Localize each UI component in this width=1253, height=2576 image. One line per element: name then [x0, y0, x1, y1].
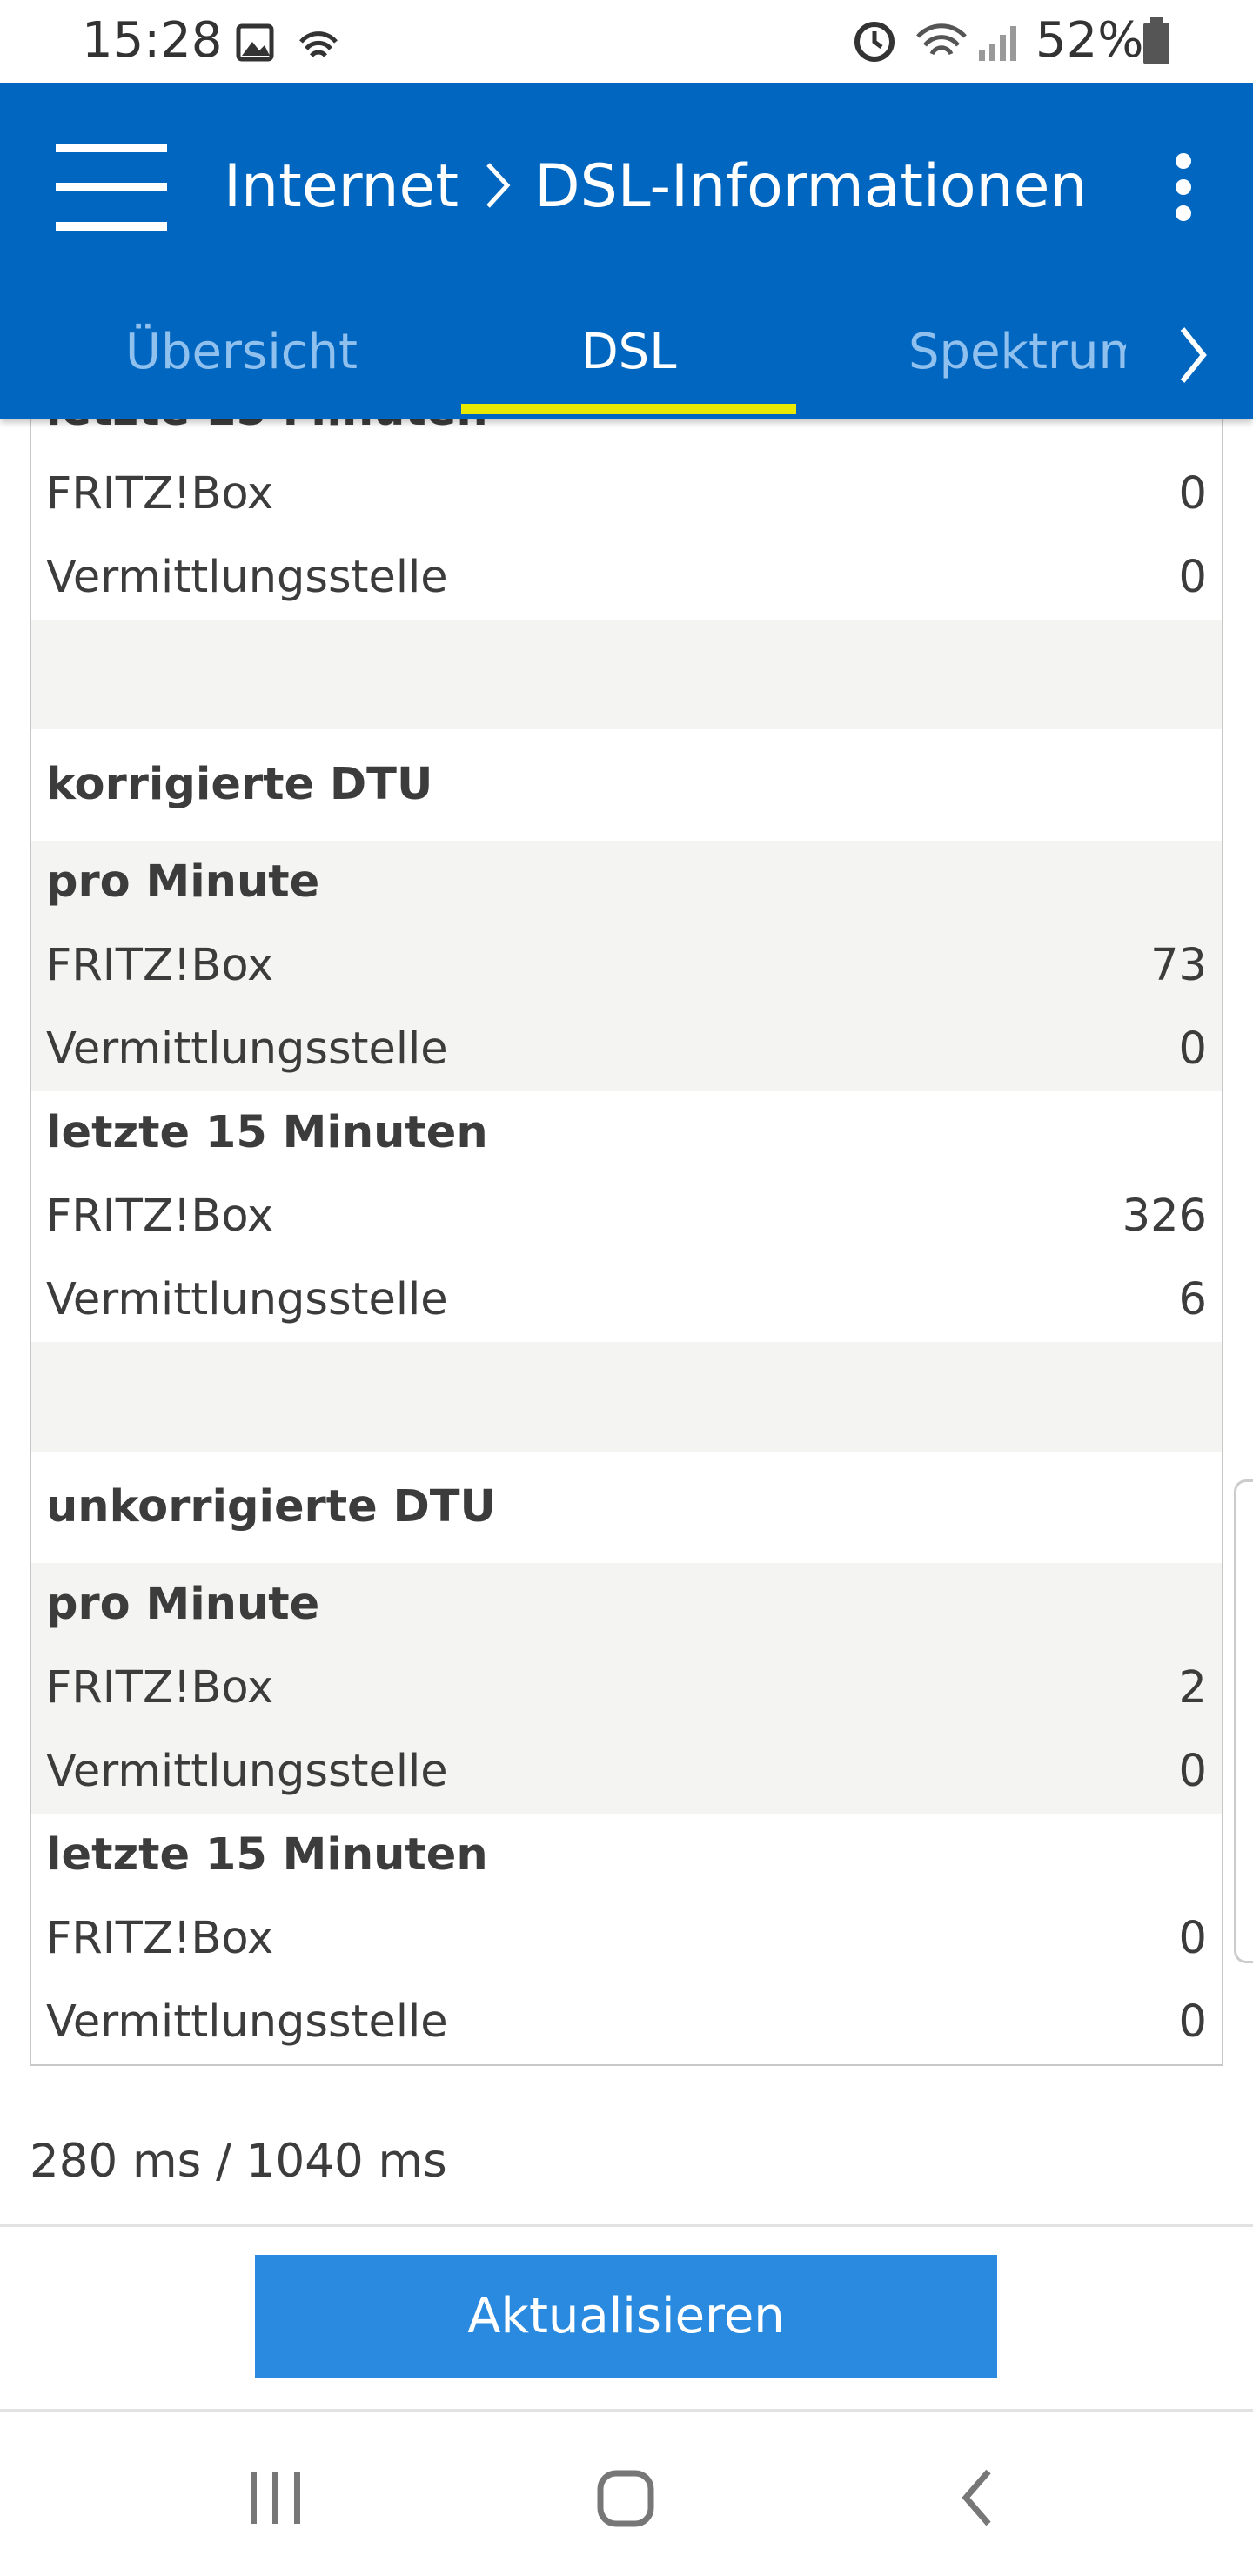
menu-button[interactable] — [56, 144, 169, 231]
row-value: 0 — [1178, 1913, 1207, 1964]
row-value: 6 — [1178, 1274, 1207, 1325]
row-heading: pro Minute — [46, 1579, 320, 1630]
row-label: Vermittlungsstelle — [46, 552, 448, 603]
row-heading: letzte 15 Minuten — [46, 1829, 488, 1881]
refresh-button[interactable]: Aktualisieren — [255, 2255, 997, 2378]
row-value: 0 — [1178, 1746, 1207, 1797]
row-label: Vermittlungsstelle — [46, 1996, 448, 2048]
group-title: korrigierte DTU — [46, 759, 433, 810]
tab[interactable]: Spektrum — [908, 324, 1126, 380]
battery-level: 52% — [1035, 12, 1144, 69]
row-value: 0 — [1178, 1996, 1207, 2048]
divider — [0, 2409, 1253, 2412]
row-value: 2 — [1178, 1662, 1207, 1714]
row-label: FRITZ!Box — [46, 1191, 274, 1242]
table-row: FRITZ!Box 0 — [31, 1897, 1222, 1981]
table-row: Vermittlungsstelle 6 — [31, 1258, 1222, 1342]
table-row: Vermittlungsstelle 0 — [31, 1981, 1222, 2064]
table-row: letzte 15 Minuten — [31, 1091, 1222, 1175]
table-row: FRITZ!Box 73 — [31, 924, 1222, 1008]
row-label: FRITZ!Box — [46, 940, 274, 991]
row-label: FRITZ!Box — [46, 468, 274, 520]
table-row: FRITZ!Box 2 — [31, 1647, 1222, 1730]
table-row: Vermittlungsstelle 0 — [31, 1008, 1222, 1091]
status-bar: 15:28 52% — [0, 0, 1253, 83]
row-heading: pro Minute — [46, 856, 320, 908]
table-row: unkorrigierte DTU — [31, 1452, 1222, 1563]
divider — [0, 2224, 1253, 2227]
breadcrumb-item[interactable]: Internet — [224, 152, 459, 221]
row-label: Vermittlungsstelle — [46, 1746, 448, 1797]
row-value: 0 — [1178, 552, 1207, 603]
overflow-menu[interactable] — [1166, 152, 1201, 222]
recent-apps[interactable] — [251, 2472, 300, 2524]
group-title: unkorrigierte DTU — [46, 1481, 496, 1533]
table-row — [31, 620, 1222, 729]
table-frame — [30, 348, 1223, 2066]
table-row: FRITZ!Box 0 — [31, 453, 1222, 536]
table-row: FRITZ!Box 326 — [31, 1175, 1222, 1258]
table-row: Vermittlungsstelle 0 — [31, 536, 1222, 620]
notification-icons — [236, 23, 338, 62]
breadcrumb: Internet DSL-Informationen — [224, 152, 1088, 222]
table-row — [31, 1342, 1222, 1452]
row-value: 0 — [1178, 468, 1207, 520]
row-label: FRITZ!Box — [46, 1662, 274, 1714]
row-value: 326 — [1122, 1191, 1207, 1242]
row-value: 0 — [1178, 1023, 1207, 1075]
row-heading: letzte 15 Minuten — [46, 1107, 488, 1158]
app-bar: Internet DSL-Informationen Übersicht DSL… — [0, 83, 1253, 419]
row-value: 73 — [1150, 940, 1207, 991]
timing: 280 ms / 1040 ms — [30, 2135, 447, 2188]
row-label: Vermittlungsstelle — [46, 1274, 448, 1325]
tab-scroll-right[interactable] — [1170, 322, 1214, 388]
tab[interactable]: Übersicht — [125, 324, 358, 380]
tab-indicator — [461, 404, 796, 414]
breadcrumb-separator — [486, 163, 511, 208]
table-row: letzte 15 Minuten — [31, 1814, 1222, 1897]
table-row: pro Minute — [31, 1563, 1222, 1647]
tab-clip: Spektrum — [908, 319, 1126, 386]
row-label: FRITZ!Box — [46, 1913, 274, 1964]
row-label: Vermittlungsstelle — [46, 1023, 448, 1075]
table-row: pro Minute — [31, 841, 1222, 924]
table-row: Vermittlungsstelle 0 — [31, 1730, 1222, 1814]
navigation-bar — [251, 2469, 991, 2527]
table-row: korrigierte DTU — [31, 729, 1222, 841]
battery-icon — [1143, 17, 1169, 64]
back[interactable] — [962, 2469, 991, 2526]
clock: 15:28 — [82, 12, 223, 69]
tab-active[interactable]: DSL — [580, 324, 677, 380]
system-icons — [854, 22, 1016, 62]
home[interactable] — [597, 2470, 654, 2527]
breadcrumb-item: DSL-Informationen — [534, 152, 1088, 221]
edge-panel-handle[interactable] — [1234, 1479, 1253, 1963]
